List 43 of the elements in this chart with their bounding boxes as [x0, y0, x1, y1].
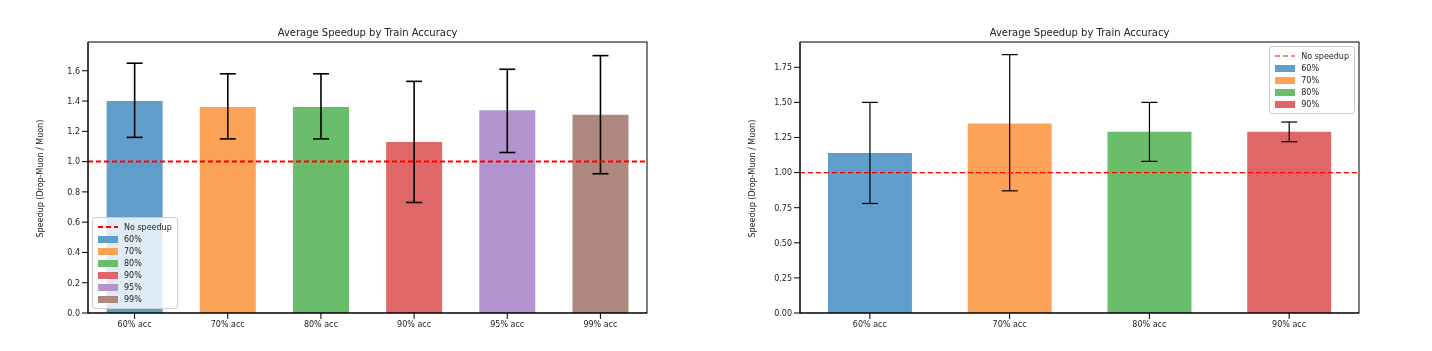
y-tick-label: 0.25: [774, 273, 792, 283]
y-tick-label: 0.8: [67, 187, 80, 197]
y-tick-label: 1.0: [67, 157, 80, 167]
y-axis-title: Speedup (Drop-Muon / Muon): [35, 119, 45, 238]
legend-label: 80%: [1301, 87, 1320, 97]
chart-title: Average Speedup by Train Accuracy: [988, 27, 1171, 38]
legend-label: No speedup: [124, 222, 172, 232]
x-tick-label: 80% acc: [303, 319, 338, 329]
y-tick-label: 0.00: [774, 308, 792, 318]
legend-label: 70%: [124, 246, 142, 256]
legend-label: 90%: [1301, 99, 1320, 109]
x-tick-label: 99% acc: [583, 319, 618, 329]
y-tick-label: 1.75: [774, 63, 792, 73]
x-tick-label: 90% acc: [1272, 319, 1307, 329]
legend-label: 95%: [124, 282, 142, 292]
y-tick-label: 0.2: [67, 278, 80, 288]
x-tick-label: 70% acc: [992, 319, 1027, 329]
legend-label: 90%: [124, 270, 142, 280]
legend-label: 99%: [124, 294, 142, 304]
x-tick-label: 80% acc: [1132, 319, 1167, 329]
chart-title: Average Speedup by Train Accuracy: [276, 27, 459, 38]
y-tick-label: 0.75: [774, 203, 792, 213]
legend-label: 70%: [1301, 75, 1320, 85]
x-tick-label: 90% acc: [397, 319, 432, 329]
y-tick-label: 0.4: [67, 248, 80, 258]
y-tick-label: 0.0: [67, 308, 80, 318]
y-tick-label: 1.00: [774, 168, 792, 178]
y-tick-label: 0.6: [67, 218, 80, 227]
legend-label: No speedup: [1301, 51, 1349, 61]
legend-label: 60%: [124, 234, 142, 244]
y-tick-label: 1.4: [67, 96, 80, 106]
y-tick-label: 1.6: [67, 66, 80, 76]
y-axis-title: Speedup (Drop-Muon / Muon): [747, 119, 757, 238]
x-tick-label: 60% acc: [852, 319, 887, 329]
y-tick-label: 0.50: [774, 238, 792, 248]
y-tick-label: 1.2: [67, 127, 80, 137]
x-tick-label: 60% acc: [117, 319, 152, 329]
y-tick-label: 1.50: [774, 98, 792, 108]
legend-label: 60%: [1301, 63, 1320, 73]
y-tick-label: 1.25: [774, 133, 792, 143]
x-tick-label: 95% acc: [490, 319, 525, 329]
x-tick-label: 70% acc: [210, 319, 245, 329]
legend-label: 80%: [124, 258, 142, 268]
